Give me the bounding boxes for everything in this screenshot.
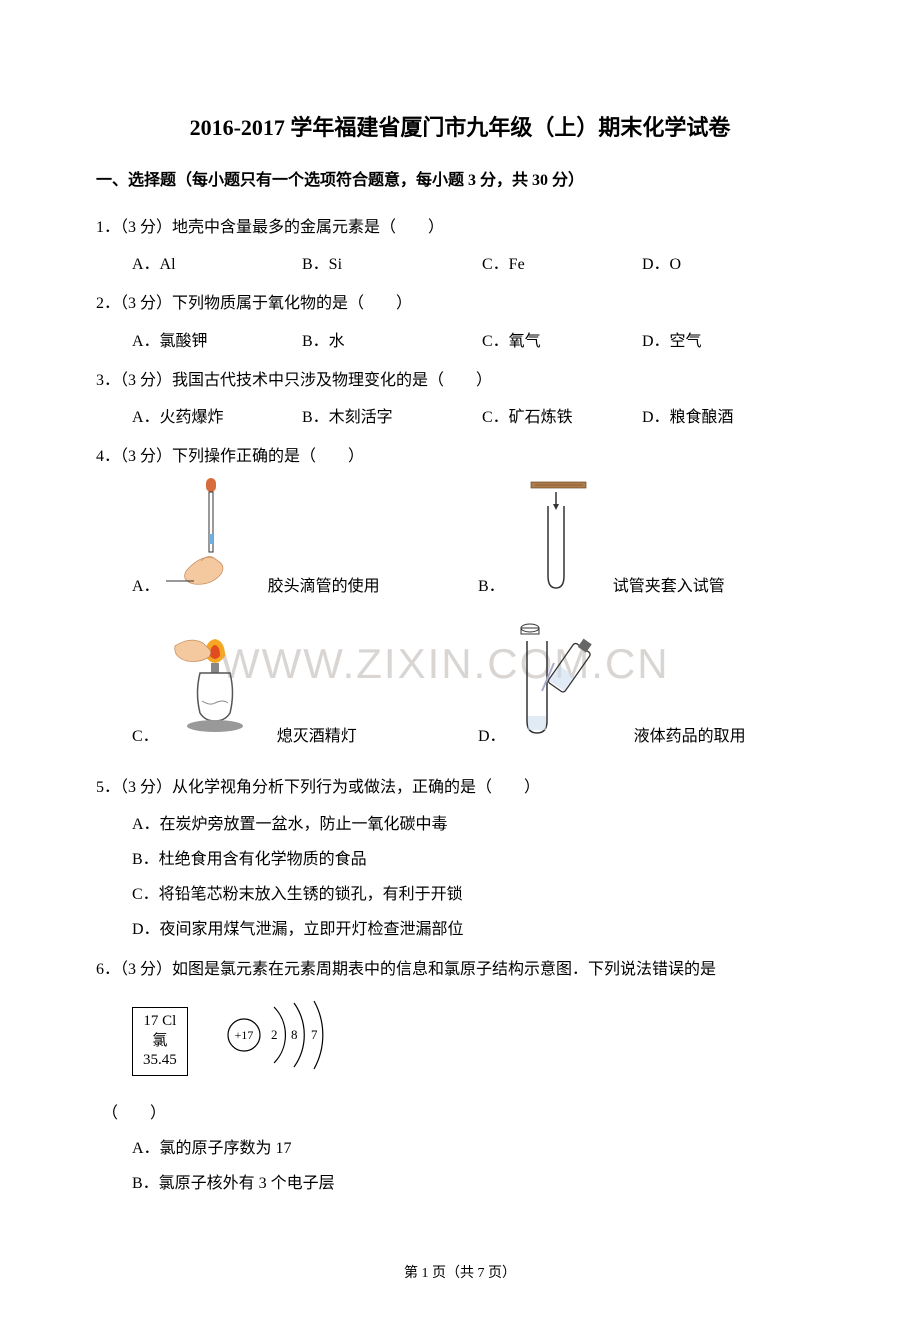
q1-option-c: C．Fe [482, 247, 642, 282]
tube-clamp-image [511, 476, 601, 604]
svg-text:2: 2 [271, 1027, 278, 1042]
q4-d-letter: D． [478, 719, 506, 754]
liquid-pour-image [512, 621, 622, 754]
q2-option-c: C．氧气 [482, 324, 642, 359]
q4-b-letter: B． [478, 569, 505, 604]
question-4: 4．（3 分）下列操作正确的是（ ） A． [96, 439, 824, 754]
q4-c-letter: C． [132, 719, 159, 754]
q5-options: A．在炭炉旁放置一盆水，防止一氧化碳中毒 B．杜绝食用含有化学物质的食品 C．将… [96, 807, 824, 948]
q4-image-options: A． 胶头滴管的使用 [96, 476, 824, 753]
q6-figure: 17 Cl 氯 35.45 +17 2 8 7 [96, 995, 824, 1088]
q5-option-a: A．在炭炉旁放置一盆水，防止一氧化碳中毒 [132, 807, 824, 842]
question-3: 3．（3 分）我国古代技术中只涉及物理变化的是（ ） A．火药爆炸 B．木刻活字… [96, 363, 824, 435]
q2-option-d: D．空气 [642, 324, 782, 359]
q3-option-b: B．木刻活字 [302, 400, 482, 435]
q4-option-a: A． 胶头滴管的使用 [132, 476, 478, 604]
q6-paren: （ ） [96, 1096, 824, 1131]
pt-line1: 17 Cl [143, 1012, 177, 1032]
q5-stem: 5．（3 分）从化学视角分析下列行为或做法，正确的是（ ） [96, 770, 824, 805]
question-1: 1．（3 分）地壳中含量最多的金属元素是（ ） A．Al B．Si C．Fe D… [96, 210, 824, 282]
q5-option-b: B．杜绝食用含有化学物质的食品 [132, 842, 824, 877]
q6-options: A．氯的原子序数为 17 B．氯原子核外有 3 个电子层 [96, 1131, 824, 1201]
page-footer: 第 1 页（共 7 页） [96, 1262, 824, 1282]
content-area: 2016-2017 学年福建省厦门市九年级（上）期末化学试卷 一、选择题（每小题… [96, 110, 824, 1282]
q3-options: A．火药爆炸 B．木刻活字 C．矿石炼铁 D．粮食酿酒 [96, 400, 824, 435]
q1-options: A．Al B．Si C．Fe D．O [96, 247, 824, 282]
q3-option-d: D．粮食酿酒 [642, 400, 782, 435]
q4-option-b: B． 试管夹套入试管 [478, 476, 824, 604]
q4-option-c: C． 熄灭酒精灯 [132, 621, 478, 754]
q4-option-d: D． [478, 621, 824, 754]
q6-option-b: B．氯原子核外有 3 个电子层 [132, 1166, 824, 1201]
q5-option-d: D．夜间家用煤气泄漏，立即开灯检查泄漏部位 [132, 912, 824, 947]
q4-stem: 4．（3 分）下列操作正确的是（ ） [96, 439, 824, 474]
pt-line2: 氯 [143, 1032, 177, 1052]
q4-a-letter: A． [132, 569, 160, 604]
periodic-table-cell: 17 Cl 氯 35.45 [132, 1007, 188, 1076]
q2-stem: 2．（3 分）下列物质属于氧化物的是（ ） [96, 286, 824, 321]
svg-text:8: 8 [291, 1027, 298, 1042]
q1-stem: 1．（3 分）地壳中含量最多的金属元素是（ ） [96, 210, 824, 245]
dropper-image [166, 476, 256, 604]
atom-structure-diagram: +17 2 8 7 [216, 995, 366, 1088]
question-2: 2．（3 分）下列物质属于氧化物的是（ ） A．氯酸钾 B．水 C．氧气 D．空… [96, 286, 824, 358]
pt-line3: 35.45 [143, 1051, 177, 1071]
question-6: 6．（3 分）如图是氯元素在元素周期表中的信息和氯原子结构示意图．下列说法错误的… [96, 952, 824, 1202]
q3-stem: 3．（3 分）我国古代技术中只涉及物理变化的是（ ） [96, 363, 824, 398]
q6-option-a: A．氯的原子序数为 17 [132, 1131, 824, 1166]
q2-options: A．氯酸钾 B．水 C．氧气 D．空气 [96, 324, 824, 359]
q1-option-a: A．Al [132, 247, 302, 282]
q5-option-c: C．将铅笔芯粉末放入生锈的锁孔，有利于开锁 [132, 877, 824, 912]
question-5: 5．（3 分）从化学视角分析下列行为或做法，正确的是（ ） A．在炭炉旁放置一盆… [96, 770, 824, 948]
q4-c-label: 熄灭酒精灯 [277, 719, 357, 754]
q4-a-label: 胶头滴管的使用 [268, 569, 380, 604]
svg-text:7: 7 [311, 1027, 318, 1042]
q2-option-b: B．水 [302, 324, 482, 359]
q1-option-d: D．O [642, 247, 782, 282]
q3-option-a: A．火药爆炸 [132, 400, 302, 435]
section-header: 一、选择题（每小题只有一个选项符合题意，每小题 3 分，共 30 分） [96, 166, 824, 190]
q1-option-b: B．Si [302, 247, 482, 282]
alcohol-lamp-image [165, 621, 265, 754]
q6-stem: 6．（3 分）如图是氯元素在元素周期表中的信息和氯原子结构示意图．下列说法错误的… [96, 952, 824, 987]
q2-option-a: A．氯酸钾 [132, 324, 302, 359]
q4-d-label: 液体药品的取用 [634, 719, 746, 754]
page-title: 2016-2017 学年福建省厦门市九年级（上）期末化学试卷 [96, 110, 824, 142]
svg-text:+17: +17 [234, 1028, 253, 1042]
q4-b-label: 试管夹套入试管 [613, 569, 725, 604]
q3-option-c: C．矿石炼铁 [482, 400, 642, 435]
